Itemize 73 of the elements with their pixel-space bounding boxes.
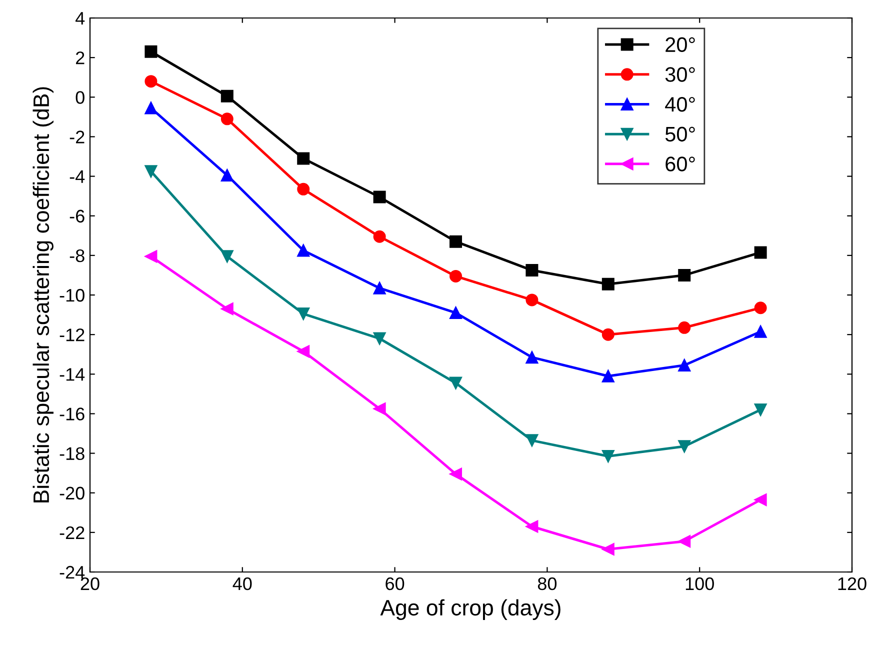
x-tick-label: 100	[686, 577, 714, 590]
point	[450, 468, 462, 480]
point	[602, 328, 614, 341]
point	[678, 535, 691, 548]
point	[754, 325, 767, 338]
point	[754, 404, 767, 416]
point	[450, 270, 462, 282]
point	[754, 494, 767, 506]
point	[450, 235, 462, 248]
point	[602, 450, 614, 463]
y-tick-label: 4	[76, 12, 85, 25]
y-tick-label: -14	[60, 368, 85, 381]
y-tick-label: -12	[60, 328, 84, 342]
legend-label: 40°	[665, 96, 695, 112]
point	[678, 440, 691, 453]
legend-label: 30°	[665, 67, 695, 82]
point	[526, 434, 538, 447]
x-tick-label: 120	[838, 577, 866, 590]
y-tick-label: -10	[60, 288, 84, 302]
point	[678, 358, 691, 372]
point	[754, 302, 767, 314]
legend-label: 20°	[666, 37, 695, 52]
point	[373, 402, 386, 416]
point	[144, 75, 158, 88]
legend-label: 50°	[665, 126, 695, 142]
y-axis-title: Bistatic specular scattering coefficient (dB)	[32, 87, 54, 502]
y-tick-label: -20	[60, 486, 84, 500]
point	[526, 264, 538, 277]
point	[602, 278, 614, 290]
point	[220, 112, 234, 126]
y-tick-label: -4	[70, 170, 85, 183]
point	[678, 268, 691, 282]
point	[373, 282, 386, 294]
x-axis-title: Age of crop (days)	[380, 599, 560, 620]
point	[373, 230, 386, 243]
y-tick-label: -18	[60, 447, 84, 460]
point	[220, 250, 234, 263]
y-tick-label: -2	[70, 130, 84, 144]
point	[754, 246, 767, 259]
y-tick-label: -16	[60, 408, 84, 420]
y-tick-label: 2	[76, 52, 84, 64]
y-tick-label: 0	[76, 91, 84, 104]
point	[220, 302, 234, 316]
point	[220, 90, 234, 102]
point	[297, 182, 310, 196]
point	[297, 244, 310, 257]
x-tick-label: 40	[232, 577, 252, 590]
point	[297, 308, 310, 320]
point	[526, 351, 538, 364]
x-tick-label: 80	[538, 577, 557, 590]
point	[678, 321, 691, 334]
point	[144, 165, 158, 178]
x-tick-label: 20	[80, 577, 100, 590]
y-tick-label: -8	[70, 249, 84, 262]
point	[526, 520, 538, 533]
point	[297, 345, 310, 358]
point	[373, 190, 386, 204]
point	[602, 370, 614, 382]
point	[297, 152, 310, 165]
y-tick-label: -6	[70, 210, 84, 223]
point	[144, 102, 158, 114]
point	[144, 250, 158, 263]
point	[373, 332, 386, 345]
point	[602, 542, 614, 556]
legend-label: 60°	[666, 156, 695, 172]
x-tick-label: 60	[386, 577, 404, 590]
point	[220, 169, 234, 182]
point	[450, 306, 462, 320]
y-tick-label: -24	[60, 566, 85, 579]
point	[450, 376, 462, 390]
point	[526, 294, 538, 306]
point	[144, 45, 158, 58]
y-tick-label: -22	[60, 526, 84, 539]
